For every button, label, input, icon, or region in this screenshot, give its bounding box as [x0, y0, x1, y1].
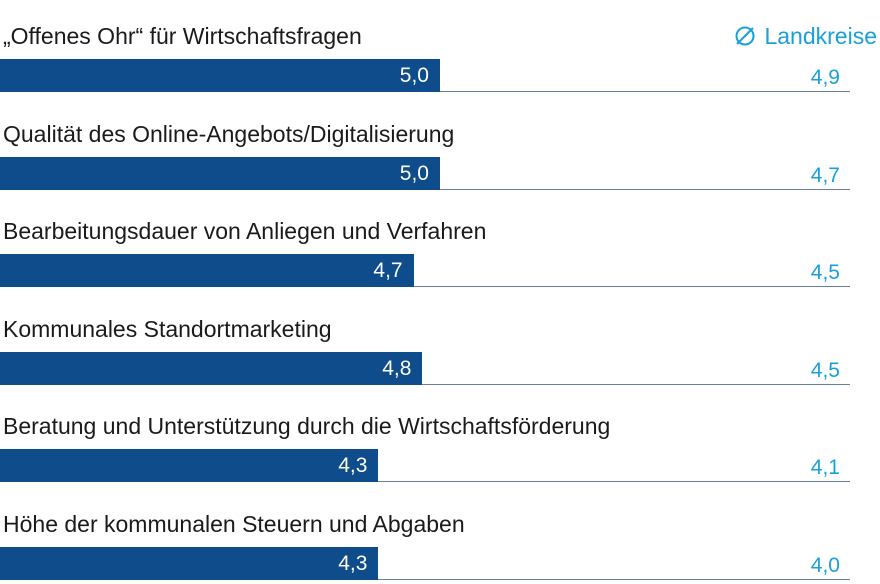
landkreise-average-value: 4,0: [810, 553, 840, 577]
bar: [0, 156, 440, 190]
legend-label: Landkreise: [764, 23, 877, 49]
category-label: Höhe der kommunalen Steuern und Abgaben: [3, 510, 465, 537]
category-label: Qualität des Online-Angebots/Digitalisie…: [3, 120, 455, 147]
average-symbol-icon: [735, 26, 755, 46]
bar: [0, 59, 440, 92]
category-label: Bearbeitungsdauer von Anliegen und Verfa…: [3, 218, 487, 244]
landkreise-average-value: 4,1: [810, 456, 840, 479]
category-label: „Offenes Ohr“ für Wirtschaftsfragen: [3, 23, 362, 49]
bar-value-label: 5,0: [399, 64, 429, 87]
row-baseline: [0, 286, 850, 287]
category-label: Kommunales Standortmarketing: [3, 315, 332, 342]
bar: [0, 254, 414, 287]
bar-value-label: 4,7: [373, 259, 403, 282]
legend-average-landkreise: Landkreise: [734, 22, 877, 50]
bar-value-label: 4,3: [338, 551, 368, 575]
bar: [0, 546, 379, 580]
landkreise-average-value: 4,5: [810, 261, 840, 284]
bar-value-label: 5,0: [399, 161, 429, 185]
row-baseline: [0, 383, 850, 385]
bar-value-label: 4,3: [338, 454, 368, 477]
bar-value-label: 4,8: [382, 356, 412, 380]
landkreise-average-value: 4,7: [810, 163, 840, 187]
bar: [0, 449, 379, 482]
category-label: Beratung und Unterstützung durch die Wir…: [3, 413, 611, 439]
landkreise-average-value: 4,9: [810, 66, 840, 89]
row-baseline: [0, 481, 850, 482]
bar: [0, 351, 423, 385]
landkreise-average-value: 4,5: [810, 358, 840, 382]
row-baseline: [0, 578, 850, 580]
